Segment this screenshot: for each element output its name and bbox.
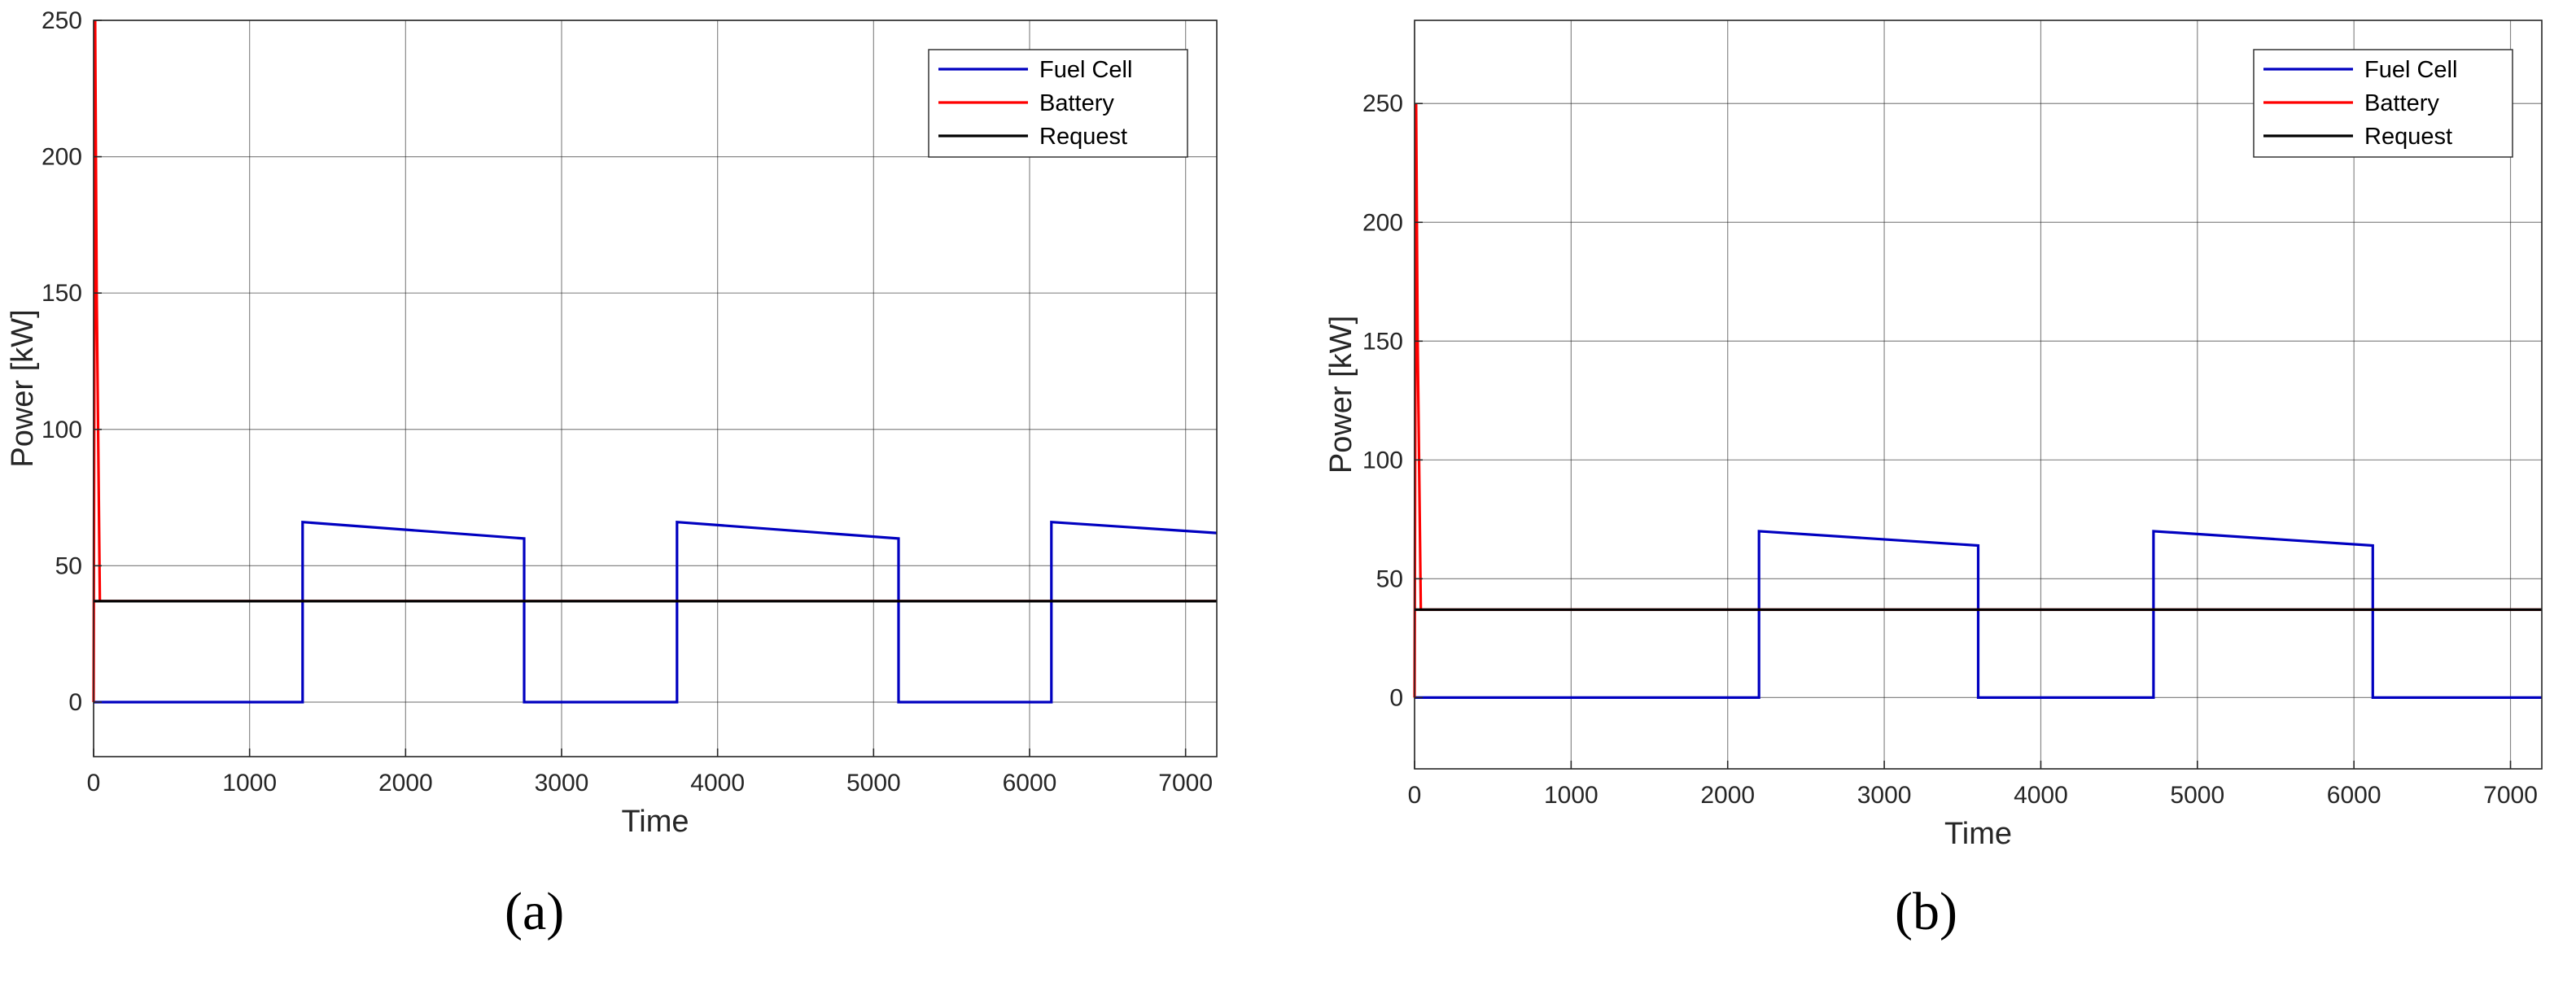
x-tick-label: 6000 xyxy=(1003,770,1057,797)
x-tick-label: 3000 xyxy=(1857,782,1912,809)
y-tick-label: 0 xyxy=(68,689,82,716)
series-line-fuel-cell xyxy=(1415,530,2542,700)
x-tick-label: 2000 xyxy=(1700,782,1755,809)
x-tick-label: 5000 xyxy=(2170,782,2224,809)
y-tick-label: 50 xyxy=(1376,565,1403,592)
x-tick-label: 0 xyxy=(1408,782,1422,809)
x-tick-label: 0 xyxy=(87,770,101,797)
legend-label: Battery xyxy=(2364,90,2439,116)
axes-box xyxy=(93,20,1218,757)
y-tick-label: 100 xyxy=(1362,447,1403,474)
legend-label: Battery xyxy=(1039,90,1114,116)
x-tick-label: 6000 xyxy=(2327,782,2381,809)
chart-panel-a: 0 1000 2000 3000 4000 5000 6000 7000 0 50 100 150 20… xyxy=(0,0,1253,982)
x-tick-label: 1000 xyxy=(222,770,277,797)
x-tick-label: 4000 xyxy=(2014,782,2068,809)
x-axis-label: Time xyxy=(621,805,689,839)
x-axis-label: Time xyxy=(1944,817,2012,851)
legend-label: Request xyxy=(2364,124,2452,150)
x-tick-label: 7000 xyxy=(2483,782,2538,809)
y-tick-label: 150 xyxy=(42,280,82,307)
y-tick-label: 250 xyxy=(1362,90,1403,117)
legend-label: Request xyxy=(1039,124,1127,150)
legend-label: Fuel Cell xyxy=(2364,57,2457,83)
x-tick-label: 5000 xyxy=(846,770,901,797)
legend: Fuel Cell Battery Request xyxy=(2253,49,2513,158)
chart-panel-b: 0 1000 2000 3000 4000 5000 6000 7000 0 50 100 150 20… xyxy=(1319,0,2576,982)
legend-box xyxy=(928,49,1188,158)
x-tick-label: 3000 xyxy=(535,770,589,797)
y-tick-label: 250 xyxy=(42,7,82,34)
y-tick-label: 0 xyxy=(1389,684,1403,711)
x-tick-label: 4000 xyxy=(690,770,745,797)
y-tick-label: 50 xyxy=(55,552,82,579)
chart-a: 0 1000 2000 3000 4000 5000 6000 7000 0 50 100 150 20… xyxy=(6,7,1218,839)
caption-a: (a) xyxy=(505,882,565,941)
y-axis-label: Power [kW] xyxy=(1324,316,1358,474)
x-tick-label: 7000 xyxy=(1158,770,1213,797)
chart-b: 0 1000 2000 3000 4000 5000 6000 7000 0 50 100 150 20… xyxy=(1324,20,2543,851)
caption-b: (b) xyxy=(1895,882,1957,941)
y-tick-label: 200 xyxy=(1362,209,1403,236)
y-tick-label: 150 xyxy=(1362,328,1403,355)
axes-box xyxy=(1414,20,2543,770)
legend: Fuel Cell Battery Request xyxy=(928,49,1188,158)
x-tick-label: 1000 xyxy=(1544,782,1599,809)
y-tick-label: 200 xyxy=(42,144,82,171)
y-tick-label: 100 xyxy=(42,417,82,443)
x-tick-label: 2000 xyxy=(378,770,433,797)
series-line-fuel-cell xyxy=(94,520,1218,704)
y-axis-label: Power [kW] xyxy=(6,309,40,467)
legend-label: Fuel Cell xyxy=(1039,57,1132,83)
